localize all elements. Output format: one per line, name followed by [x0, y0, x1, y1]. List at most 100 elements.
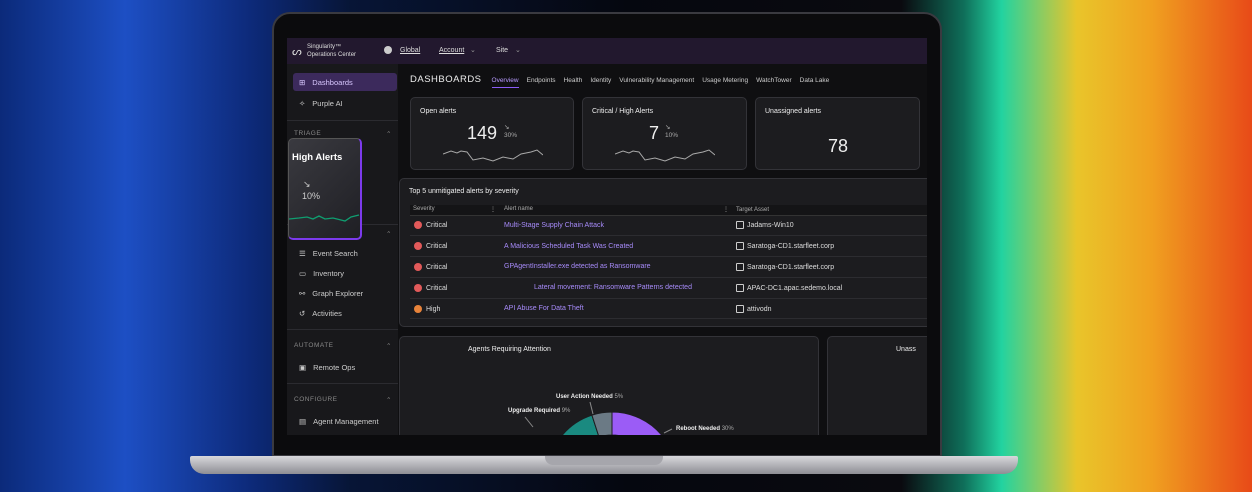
- section-triage[interactable]: TRIAGE ⌃: [294, 130, 392, 138]
- section-automate[interactable]: AUTOMATE ⌃: [294, 342, 392, 350]
- severity-cell: Critical: [410, 256, 500, 278]
- agent-icon: ▤: [299, 416, 307, 426]
- leader-line: [524, 416, 534, 428]
- server-icon: [736, 242, 744, 251]
- sidebar-item-event-search[interactable]: ☰ Event Search: [293, 244, 397, 262]
- tab-usage-metering[interactable]: Usage Metering: [702, 77, 749, 84]
- table-row[interactable]: High API Abuse For Data Theft attivodn: [410, 298, 927, 320]
- label: Inventory: [313, 268, 344, 278]
- chevron-down-icon[interactable]: ⌄: [470, 47, 476, 54]
- label: Alert name: [504, 206, 534, 213]
- kebab-icon[interactable]: ⋮: [490, 207, 496, 214]
- tab-health[interactable]: Health: [563, 77, 583, 84]
- label: Graph Explorer: [312, 288, 364, 298]
- asset-name[interactable]: Saratoga-CD1.starfleet.corp: [747, 263, 835, 271]
- sparkline: [615, 149, 715, 162]
- kpi-critical-high-alerts[interactable]: Critical / High Alerts 7 ↘ 10%: [582, 97, 747, 170]
- alert-link[interactable]: Lateral movement: Ransomware Patterns de…: [534, 284, 692, 292]
- arrow-down-right-icon: ↘: [504, 124, 510, 131]
- alert-name-cell: A Malicious Scheduled Task Was Created: [500, 235, 733, 258]
- column-alert-name[interactable]: Alert name ⋮: [500, 205, 733, 216]
- label: Remote Ops: [313, 362, 356, 372]
- server-icon: [736, 262, 744, 271]
- arrow-down-right-icon: ↘: [303, 179, 311, 189]
- severity-label: Critical: [426, 243, 448, 251]
- severity-icon: [414, 283, 422, 292]
- table-row[interactable]: Critical A Malicious Scheduled Task Was …: [410, 235, 927, 258]
- popover-change: 10%: [302, 191, 321, 201]
- severity-icon: [414, 242, 422, 251]
- label: AUTOMATE: [294, 342, 334, 349]
- label: Event Search: [312, 248, 358, 258]
- alert-link[interactable]: A Malicious Scheduled Task Was Created: [504, 242, 634, 250]
- chevron-up-icon: ⌃: [386, 131, 392, 138]
- severity-cell: Critical: [410, 235, 500, 258]
- card-title: Agents Requiring Attention: [468, 346, 551, 353]
- target-asset-cell: APAC-DC1.apac.sedemo.local: [733, 277, 927, 299]
- column-target-asset[interactable]: Target Asset: [733, 205, 927, 216]
- alert-name-cell: Multi-Stage Supply Chain Attack: [500, 215, 733, 237]
- section-toggle[interactable]: ⌃: [294, 230, 392, 238]
- sidebar-item-inventory[interactable]: ▭ Inventory: [293, 264, 397, 282]
- sidebar-item-activities[interactable]: ↺ Activities: [293, 304, 397, 322]
- breadcrumb-site[interactable]: Site: [496, 47, 509, 54]
- app-screen: ᔕ Singularity™ Operations Center Global A…: [287, 38, 927, 435]
- alert-link[interactable]: GPAgentInstaller.exe detected as Ransomw…: [504, 263, 651, 271]
- label-user-action: User Action Needed 5%: [556, 394, 623, 400]
- severity-label: Critical: [426, 284, 448, 292]
- tab-identity[interactable]: Identity: [590, 77, 612, 84]
- chevron-down-icon[interactable]: ⌄: [515, 47, 521, 54]
- grid-icon: ⊞: [299, 77, 306, 87]
- section-configure[interactable]: CONFIGURE ⌃: [294, 396, 392, 404]
- table-row[interactable]: Critical Multi-Stage Supply Chain Attack…: [410, 215, 927, 237]
- tab-vulnerability-management[interactable]: Vulnerability Management: [619, 77, 695, 84]
- sidebar-item-dashboards[interactable]: ⊞ Dashboards: [293, 73, 397, 91]
- kebab-icon[interactable]: ⋮: [723, 207, 729, 214]
- monitor-icon: [736, 283, 744, 292]
- donut-slice[interactable]: [591, 411, 613, 435]
- sidebar-item-agent-management[interactable]: ▤ Agent Management: [293, 412, 397, 430]
- asset-name[interactable]: Jadams-Win10: [747, 222, 794, 230]
- chevron-up-icon: ⌃: [386, 231, 392, 238]
- slice-value: 9%: [561, 408, 571, 414]
- slice-label: Reboot Needed: [676, 426, 721, 432]
- alert-link[interactable]: Multi-Stage Supply Chain Attack: [504, 221, 604, 229]
- tab-watchtower[interactable]: WatchTower: [756, 77, 792, 84]
- inventory-icon: ▭: [299, 268, 307, 278]
- breadcrumb-global[interactable]: Global: [400, 47, 421, 54]
- sidebar-item-purple-ai[interactable]: ✧ Purple AI: [293, 94, 397, 112]
- agents-donut: [524, 401, 677, 435]
- breadcrumb-account[interactable]: Account: [439, 47, 465, 54]
- asset-name[interactable]: Saratoga-CD1.starfleet.corp: [747, 243, 835, 251]
- sidebar: ⊞ Dashboards ✧ Purple AI TRIAGE ⌃ ⌃ ☰ Event …: [287, 64, 398, 435]
- kpi-unassigned-alerts[interactable]: Unassigned alerts 78: [755, 97, 920, 170]
- top-header: ᔕ Singularity™ Operations Center Global A…: [287, 38, 927, 64]
- alert-link[interactable]: API Abuse For Data Theft: [504, 305, 584, 313]
- kpi-open-alerts[interactable]: Open alerts 149 ↘ 30%: [410, 97, 574, 170]
- tab-endpoints[interactable]: Endpoints: [526, 77, 556, 84]
- kpi-label: Critical / High Alerts: [592, 108, 654, 115]
- tab-data-lake[interactable]: Data Lake: [799, 77, 830, 84]
- laptop-notch: [545, 456, 663, 465]
- label: Purple AI: [312, 98, 343, 108]
- card-title: Top 5 unmitigated alerts by severity: [409, 188, 519, 195]
- sidebar-item-remote-ops[interactable]: ▣ Remote Ops: [293, 358, 397, 376]
- label: Severity: [413, 206, 435, 213]
- tab-overview[interactable]: Overview: [491, 77, 519, 88]
- asset-name[interactable]: APAC-DC1.apac.sedemo.local: [747, 284, 843, 292]
- asset-name[interactable]: attivodn: [747, 305, 772, 313]
- unassigned-card: Unass: [827, 336, 927, 435]
- main-content: DASHBOARDS Overview Endpoints Health Ide…: [398, 64, 927, 435]
- kpi-change: 10%: [665, 132, 679, 139]
- severity-icon: [414, 262, 422, 271]
- donut-slice[interactable]: [611, 411, 677, 435]
- sidebar-item-graph-explorer[interactable]: ⚯ Graph Explorer: [293, 284, 397, 302]
- column-severity[interactable]: Severity ⋮: [410, 205, 500, 216]
- label: Target Asset: [736, 206, 770, 213]
- page-title: DASHBOARDS: [410, 74, 482, 85]
- popover-title: High Alerts: [292, 152, 343, 163]
- target-asset-cell: Saratoga-CD1.starfleet.corp: [733, 256, 927, 278]
- table-row[interactable]: Critical GPAgentInstaller.exe detected a…: [410, 256, 927, 278]
- alerts-table-card: Top 5 unmitigated alerts by severity Sev…: [399, 178, 927, 327]
- table-row[interactable]: Critical Lateral movement: Ransomware Pa…: [410, 277, 927, 299]
